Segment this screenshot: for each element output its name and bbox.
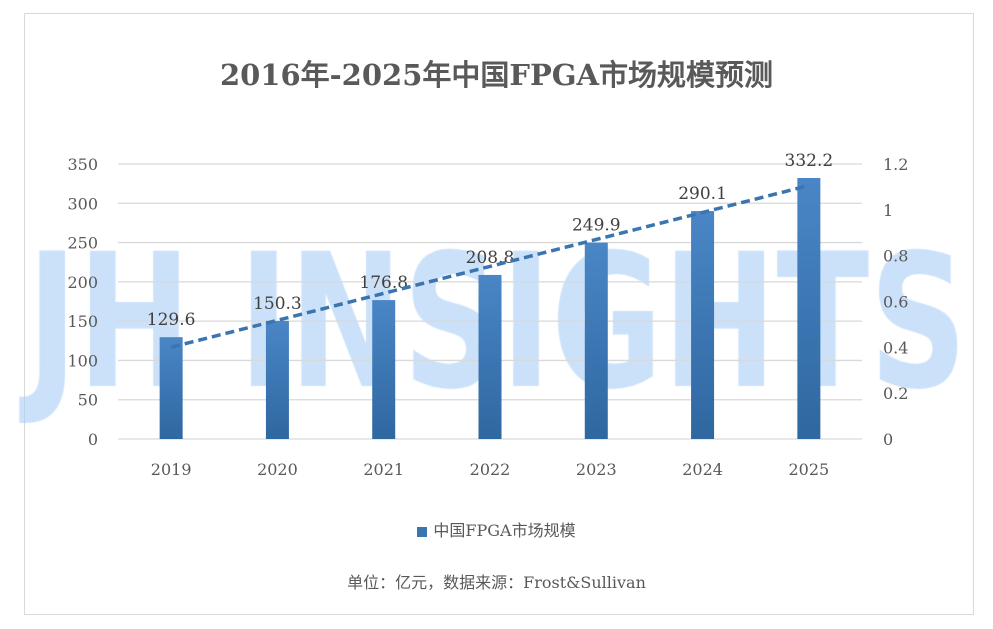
x-tick-label: 2020 xyxy=(257,460,298,479)
data-label: 150.3 xyxy=(253,294,302,314)
data-label: 129.6 xyxy=(147,310,196,330)
y-tick-label: 100 xyxy=(67,351,98,370)
y-tick-label: 250 xyxy=(67,234,98,253)
bar xyxy=(372,300,396,439)
y-tick-label: 300 xyxy=(67,194,98,213)
y-tick-label: 150 xyxy=(67,312,98,331)
bar xyxy=(797,177,821,439)
x-tick-label: 2021 xyxy=(363,460,404,479)
y2-tick-label: 0.8 xyxy=(883,247,908,266)
data-label: 332.2 xyxy=(785,151,834,171)
bar xyxy=(159,337,183,439)
x-tick-label: 2025 xyxy=(788,460,829,479)
y-tick-label: 0 xyxy=(88,430,98,449)
legend-swatch xyxy=(417,526,428,537)
data-label: 176.8 xyxy=(359,273,408,293)
y-tick-label: 200 xyxy=(67,273,98,292)
source-note: 单位：亿元，数据来源：Frost&Sullivan xyxy=(347,573,646,592)
chart-title: 2016年-2025年中国FPGA市场规模预测 xyxy=(219,58,774,92)
bar xyxy=(265,320,289,439)
bar xyxy=(584,242,608,439)
y2-tick-label: 0.4 xyxy=(883,338,908,357)
legend-label: 中国FPGA市场规模 xyxy=(433,521,576,540)
data-label: 290.1 xyxy=(678,184,727,204)
y-tick-label: 50 xyxy=(78,391,98,410)
bar xyxy=(691,211,715,439)
y2-tick-label: 0.6 xyxy=(883,293,908,312)
x-tick-label: 2024 xyxy=(682,460,723,479)
bar xyxy=(478,274,502,439)
legend: 中国FPGA市场规模 xyxy=(0,517,993,541)
x-tick-label: 2023 xyxy=(576,460,617,479)
y2-tick-label: 1.2 xyxy=(883,155,908,174)
y2-tick-label: 0 xyxy=(883,430,893,449)
y-tick-label: 350 xyxy=(67,155,98,174)
trendline xyxy=(170,183,810,349)
x-tick-label: 2022 xyxy=(470,460,511,479)
data-label: 249.9 xyxy=(572,216,621,236)
x-tick-label: 2019 xyxy=(151,460,192,479)
y2-tick-label: 1 xyxy=(883,201,893,220)
y2-tick-label: 0.2 xyxy=(883,384,908,403)
